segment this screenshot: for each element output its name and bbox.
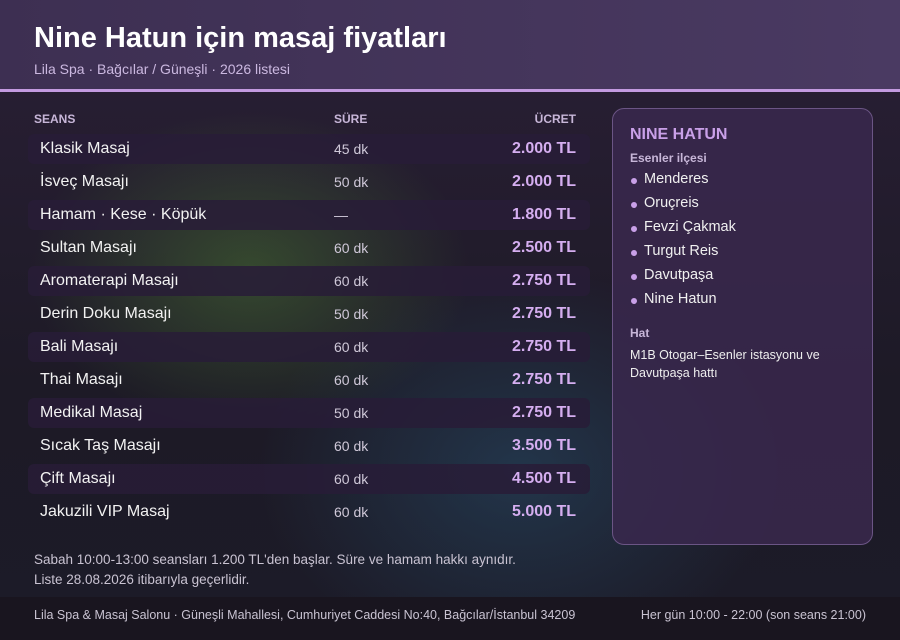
bullet — [631, 178, 637, 184]
service-name: Thai Masajı — [40, 371, 123, 388]
service-name: Bali Masajı — [40, 338, 119, 355]
table-row: Hamam · Kese · Köpük — 1.800 TL — [28, 200, 590, 230]
table-row: Sıcak Taş Masajı 60 dk 3.500 TL — [28, 431, 590, 461]
note: Liste 28.08.2026 itibarıyla geçerlidir. — [34, 572, 250, 587]
price: 2.750 TL — [511, 404, 576, 421]
duration: 60 dk — [334, 339, 369, 355]
duration: 45 dk — [334, 141, 369, 157]
table-row: İsveç Masajı 50 dk 2.000 TL — [28, 167, 590, 197]
footer: Lila Spa & Masaj Salonu · Güneşli Mahall… — [0, 597, 900, 640]
price: 1.800 TL — [511, 206, 576, 223]
price: 2.750 TL — [511, 272, 576, 289]
table-row: Jakuzili VIP Masaj 60 dk 5.000 TL — [28, 497, 590, 527]
price: 2.750 TL — [511, 338, 576, 355]
service-name: Jakuzili VIP Masaj — [40, 503, 170, 520]
header: Nine Hatun için masaj fiyatları Lila Spa… — [0, 0, 900, 92]
bullet — [631, 274, 637, 280]
price: 4.500 TL — [511, 470, 576, 487]
service-name: Derin Doku Masajı — [40, 305, 172, 322]
note: Sabah 10:00-13:00 seansları 1.200 TL'den… — [34, 552, 516, 567]
duration: 50 dk — [334, 306, 369, 322]
service-name: Sultan Masajı — [40, 239, 137, 256]
service-name: Sıcak Taş Masajı — [40, 437, 161, 454]
duration: 50 dk — [334, 174, 369, 190]
table-row: Sultan Masajı 60 dk 2.500 TL — [28, 233, 590, 263]
duration: 60 dk — [334, 372, 369, 388]
bullet — [631, 298, 637, 304]
subtitle: Lila Spa · Bağcılar / Güneşli · 2026 lis… — [34, 61, 291, 77]
table-row: Aromaterapi Masajı 60 dk 2.750 TL — [28, 266, 590, 296]
table-row: Thai Masajı 60 dk 2.750 TL — [28, 365, 590, 395]
transit-text: M1B Otogar–Esenler istasyonu ve Davutpaş… — [630, 348, 820, 380]
district: Menderes — [644, 171, 709, 187]
sidebar: NINE HATUN Esenler ilçesi Menderes Oruçre… — [612, 108, 873, 545]
price: 2.000 TL — [511, 140, 576, 157]
service-name: İsveç Masajı — [40, 173, 129, 190]
transit-label: Hat — [630, 326, 650, 340]
duration: 60 dk — [334, 438, 369, 454]
bullet — [631, 250, 637, 256]
price: 2.000 TL — [511, 173, 576, 190]
hours: Her gün 10:00 - 22:00 (son seans 21:00) — [640, 608, 866, 622]
service-name: Çift Masajı — [40, 470, 116, 487]
duration: 60 dk — [334, 273, 369, 289]
column-header: ÜCRET — [534, 112, 576, 126]
duration: — — [334, 207, 348, 223]
duration: 50 dk — [334, 405, 369, 421]
sidebar-title: NINE HATUN — [630, 126, 728, 143]
price: 5.000 TL — [511, 503, 576, 520]
bullet — [631, 226, 637, 232]
column-header: SÜRE — [334, 112, 368, 126]
table-row: Klasik Masaj 45 dk 2.000 TL — [28, 134, 590, 164]
duration: 60 dk — [334, 240, 369, 256]
price: 2.500 TL — [511, 239, 576, 256]
price: 2.750 TL — [511, 371, 576, 388]
district: Turgut Reis — [644, 243, 719, 259]
table-row: Bali Masajı 60 dk 2.750 TL — [28, 332, 590, 362]
title: Nine Hatun için masaj fiyatları — [34, 22, 447, 54]
service-name: Aromaterapi Masajı — [40, 272, 179, 289]
price: 2.750 TL — [511, 305, 576, 322]
district: Oruçreis — [644, 195, 699, 211]
service-name: Medikal Masaj — [40, 404, 143, 421]
district: Fevzi Çakmak — [644, 219, 736, 235]
sidebar-subtitle: Esenler ilçesi — [630, 151, 707, 165]
price: 3.500 TL — [511, 437, 576, 454]
table-row: Medikal Masaj 50 dk 2.750 TL — [28, 398, 590, 428]
column-header: SEANS — [34, 112, 76, 126]
duration: 60 dk — [334, 504, 369, 520]
district: Davutpaşa — [644, 267, 714, 283]
bullet — [631, 202, 637, 208]
table-row: Çift Masajı 60 dk 4.500 TL — [28, 464, 590, 494]
address: Lila Spa & Masaj Salonu · Güneşli Mahall… — [34, 608, 576, 622]
service-name: Klasik Masaj — [40, 140, 130, 157]
duration: 60 dk — [334, 471, 369, 487]
service-name: Hamam · Kese · Köpük — [40, 206, 207, 223]
district: Nine Hatun — [644, 291, 717, 307]
table-row: Derin Doku Masajı 50 dk 2.750 TL — [28, 299, 590, 329]
